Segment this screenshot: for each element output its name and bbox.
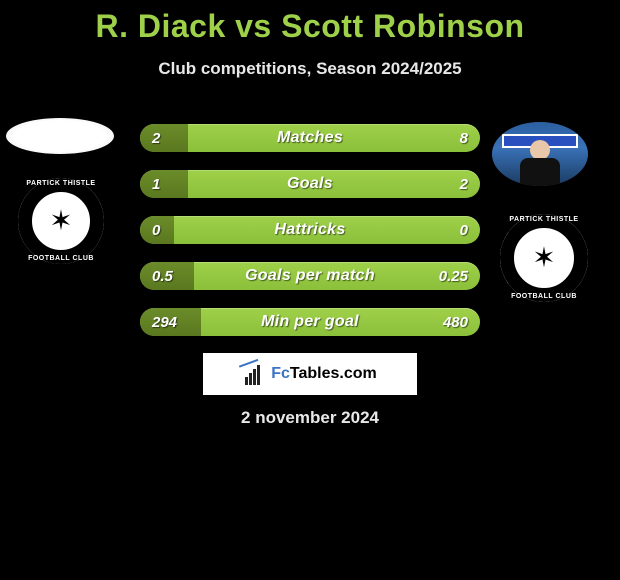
- crest-text-bottom: FOOTBALL CLUB: [500, 293, 588, 300]
- stat-right-value: 0.25: [439, 262, 468, 290]
- stat-label: Min per goal: [140, 308, 480, 336]
- thistle-icon: ✶: [532, 244, 555, 272]
- stat-right-value: 0: [460, 216, 468, 244]
- stat-row: 2Matches8: [140, 124, 480, 152]
- bar-chart-icon: [243, 363, 265, 385]
- stat-row: 294Min per goal480: [140, 308, 480, 336]
- crest-text-top: PARTICK THISTLE: [18, 180, 104, 187]
- stat-label: Matches: [140, 124, 480, 152]
- fctables-logo[interactable]: FcTables.com: [202, 352, 418, 396]
- stat-right-value: 480: [443, 308, 468, 336]
- stat-right-value: 2: [460, 170, 468, 198]
- player-left-avatar-placeholder: [6, 118, 114, 154]
- page-title: R. Diack vs Scott Robinson: [0, 0, 620, 45]
- thistle-icon: ✶: [49, 207, 72, 235]
- stats-bars: 2Matches81Goals20Hattricks00.5Goals per …: [140, 124, 480, 354]
- date-label: 2 november 2024: [0, 408, 620, 428]
- club-crest-left: PARTICK THISTLE FOOTBALL CLUB ✶: [18, 178, 104, 264]
- logo-text: FcTables.com: [271, 365, 377, 383]
- stat-row: 1Goals2: [140, 170, 480, 198]
- stat-row: 0.5Goals per match0.25: [140, 262, 480, 290]
- player-right-photo: [492, 122, 588, 186]
- stat-label: Hattricks: [140, 216, 480, 244]
- stat-label: Goals: [140, 170, 480, 198]
- stat-right-value: 8: [460, 124, 468, 152]
- crest-text-top: PARTICK THISTLE: [500, 216, 588, 223]
- crest-text-bottom: FOOTBALL CLUB: [18, 255, 104, 262]
- club-crest-right: PARTICK THISTLE FOOTBALL CLUB ✶: [500, 214, 588, 302]
- stat-label: Goals per match: [140, 262, 480, 290]
- subtitle: Club competitions, Season 2024/2025: [0, 59, 620, 79]
- stat-row: 0Hattricks0: [140, 216, 480, 244]
